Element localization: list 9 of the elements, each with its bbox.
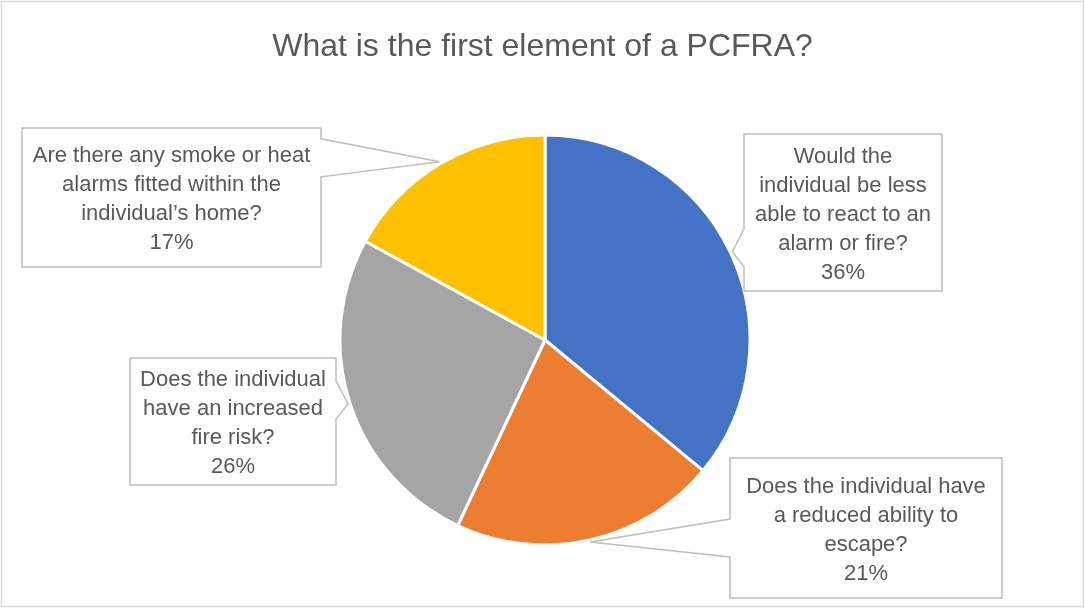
chart-title: What is the first element of a PCFRA?: [272, 27, 813, 63]
slice-label: Does the individual have an increased fire risk?: [140, 366, 326, 449]
slice-label: Are there any smoke or heat alarms fitted within the individual’s home?: [32, 142, 311, 225]
data-label: 26%: [210, 453, 256, 478]
data-label: 21%: [843, 559, 889, 585]
data-label: 36%: [820, 258, 866, 284]
slice-label: Would the individual be less able to react to an alarm or fire?: [754, 142, 932, 255]
data-label: 17%: [149, 229, 194, 254]
slice-label: Does the individual have a reduced ability to escape?: [746, 472, 986, 556]
